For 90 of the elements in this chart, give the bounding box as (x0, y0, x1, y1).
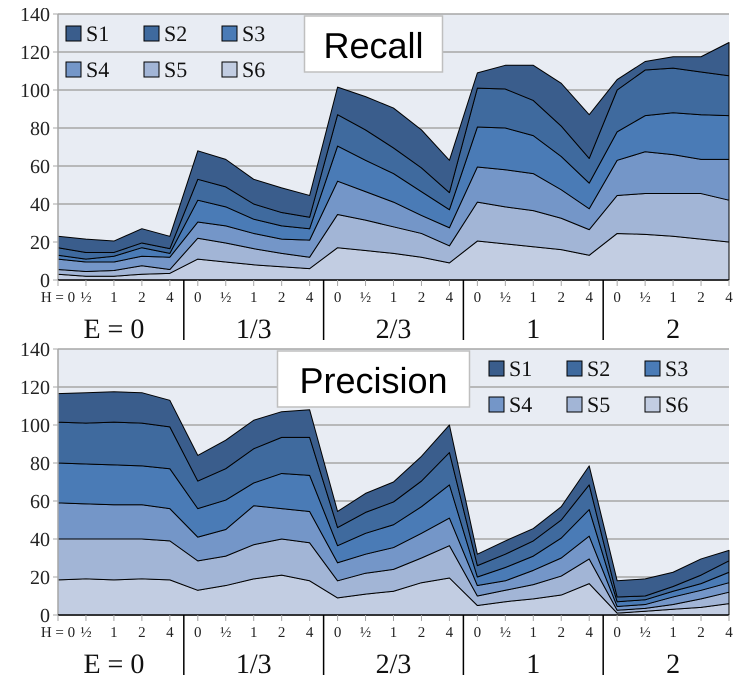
text: 2 (666, 649, 680, 680)
y-tick-label: 80 (30, 453, 50, 475)
x-tick-label: 2 (418, 290, 426, 306)
x-tick-label: ½ (80, 290, 92, 306)
text: 2/3 (376, 649, 412, 680)
x-tick-label: 4 (585, 290, 594, 306)
y-tick-label: 20 (30, 567, 50, 589)
y-tick-label: 120 (20, 42, 50, 64)
y-tick-label: 0 (40, 270, 50, 292)
x-tick-label: 2 (558, 625, 565, 641)
text: 2/3 (376, 314, 412, 345)
y-tick-label: 100 (20, 415, 50, 437)
legend-label: S4 (509, 392, 532, 417)
y-tick-label: 60 (30, 156, 50, 178)
x-tick-label: 0 (334, 625, 342, 641)
x-tick-label: ½ (640, 290, 651, 306)
x-tick-label: ½ (360, 290, 372, 306)
x-tick-label: ½ (640, 625, 651, 641)
legend-label: S2 (587, 356, 610, 381)
x-tick-label: ½ (500, 625, 511, 641)
text: 2 (666, 314, 680, 345)
text: 1/3 (236, 314, 272, 345)
y-tick-label: 40 (30, 194, 50, 216)
x-tick-label: 1 (669, 625, 677, 641)
y-tick-label: 80 (30, 118, 50, 140)
x-tick-label: H = 0 (40, 290, 76, 306)
x-tick-label: 2 (697, 625, 705, 641)
x-tick-label: 0 (334, 290, 342, 306)
text: E = 0 (83, 649, 144, 680)
text: 1 (526, 649, 540, 680)
x-tick-label: 2 (138, 290, 146, 306)
x-tick-label: 4 (725, 625, 734, 641)
x-tick-label: 2 (278, 625, 286, 641)
chart-title: Recall (323, 25, 424, 66)
x-tick-label: 4 (166, 290, 174, 306)
x-tick-label: ½ (360, 625, 372, 641)
text: 1/3 (236, 649, 272, 680)
x-tick-label: 1 (110, 290, 118, 306)
x-tick-label: 2 (418, 625, 426, 641)
x-tick-label: 4 (306, 625, 314, 641)
x-tick-label: 0 (613, 625, 621, 641)
x-tick-label: 2 (278, 290, 286, 306)
y-tick-label: 100 (20, 80, 50, 102)
legend-label: S3 (242, 21, 266, 46)
x-tick-label: 4 (446, 290, 454, 306)
x-tick-label: 4 (725, 290, 734, 306)
x-tick-label: 2 (558, 290, 565, 306)
legend-label: S5 (164, 57, 188, 82)
legend-label: S6 (242, 57, 266, 82)
legend-label: S3 (665, 356, 688, 381)
y-tick-label: 0 (40, 605, 50, 627)
x-tick-label: 0 (613, 290, 621, 306)
x-tick-label: ½ (220, 290, 232, 306)
x-tick-label: 0 (474, 290, 482, 306)
x-tick-label: ½ (220, 625, 232, 641)
y-tick-label: 120 (20, 377, 50, 399)
x-tick-label: 1 (110, 625, 118, 641)
x-tick-label: 2 (138, 625, 146, 641)
x-tick-label: 0 (194, 625, 202, 641)
x-tick-label: 2 (697, 290, 705, 306)
legend-label: S5 (587, 392, 610, 417)
legend-label: S6 (665, 392, 688, 417)
x-tick-label: 1 (390, 290, 398, 306)
legend-label: S1 (509, 356, 532, 381)
x-tick-label: 1 (530, 290, 538, 306)
x-tick-label: 4 (446, 625, 454, 641)
x-tick-label: 4 (166, 625, 174, 641)
y-tick-label: 140 (20, 4, 50, 26)
x-tick-label: 0 (194, 290, 202, 306)
y-tick-label: 20 (30, 232, 50, 254)
legend-label: S1 (86, 21, 110, 46)
y-tick-label: 140 (20, 339, 50, 361)
x-tick-label: 1 (390, 625, 398, 641)
x-tick-label: 0 (474, 625, 482, 641)
legend-label: S2 (164, 21, 188, 46)
x-tick-label: 1 (250, 290, 258, 306)
text: 1 (526, 314, 540, 345)
legend-label: S4 (86, 57, 110, 82)
y-tick-label: 40 (30, 529, 50, 551)
chart-title: Precision (299, 360, 448, 401)
x-tick-label: 1 (530, 625, 538, 641)
x-tick-label: H = 0 (40, 625, 76, 641)
x-tick-label: ½ (500, 290, 511, 306)
y-tick-label: 60 (30, 491, 50, 513)
x-tick-label: 1 (250, 625, 258, 641)
text: E = 0 (83, 314, 144, 345)
x-tick-label: ½ (80, 625, 92, 641)
x-tick-label: 4 (585, 625, 594, 641)
x-tick-label: 1 (669, 290, 677, 306)
x-tick-label: 4 (306, 290, 314, 306)
